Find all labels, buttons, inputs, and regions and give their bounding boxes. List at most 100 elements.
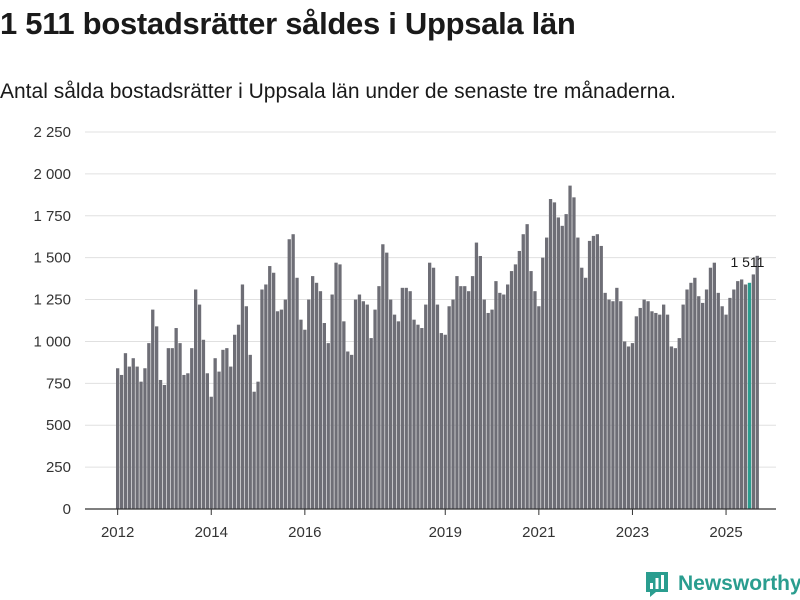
bar (537, 306, 541, 509)
bar (478, 255, 482, 509)
newsworthy-logo-text: Newsworthy (678, 572, 800, 595)
bar (182, 374, 186, 509)
bar (689, 282, 693, 509)
bar (623, 341, 627, 509)
bar (205, 373, 209, 509)
bar (404, 287, 408, 509)
bar (334, 262, 338, 509)
bar (147, 343, 151, 509)
bar (654, 312, 658, 509)
bar (322, 323, 326, 509)
bar (701, 302, 705, 509)
bar (619, 301, 623, 509)
bar (626, 346, 631, 509)
bar (541, 257, 545, 509)
bar (669, 346, 674, 509)
bar (630, 343, 635, 509)
x-tick-label: 2023 (616, 524, 649, 541)
chart-subtitle: Antal sålda bostadsrätter i Uppsala län … (0, 80, 676, 103)
bar (135, 366, 139, 509)
bar (580, 267, 584, 509)
bar (201, 339, 206, 509)
bar (638, 307, 642, 509)
bar (213, 358, 217, 509)
bar (307, 299, 311, 509)
bar (455, 276, 459, 509)
bar (295, 277, 299, 509)
bar (548, 199, 553, 509)
bar (287, 239, 291, 510)
bar (236, 324, 241, 509)
y-tick-label: 250 (46, 459, 71, 476)
bar (740, 279, 744, 509)
bar (607, 299, 611, 509)
highlight-value-label: 1 511 (730, 254, 764, 270)
bar (459, 286, 463, 509)
bar (318, 291, 323, 509)
bar (447, 306, 451, 509)
bar (685, 289, 689, 509)
bar (155, 326, 159, 509)
y-tick-label: 1 000 (33, 333, 71, 350)
bar (412, 319, 416, 509)
bar (330, 294, 334, 509)
bar (642, 299, 646, 509)
bar (178, 343, 182, 509)
bar (350, 354, 354, 509)
bar (576, 237, 580, 509)
bar (416, 324, 420, 509)
bar (572, 197, 576, 509)
bar (361, 301, 365, 509)
bar (634, 316, 638, 509)
y-tick-label: 2 250 (33, 124, 71, 141)
bar (525, 224, 529, 509)
bar (303, 329, 307, 509)
newsworthy-logo: Newsworthy (644, 568, 800, 600)
bar (389, 299, 393, 509)
bar (225, 348, 229, 509)
y-tick-label: 1 750 (33, 208, 71, 225)
bar (673, 348, 677, 509)
bar (428, 262, 432, 509)
bar (162, 385, 167, 509)
bar (396, 321, 401, 509)
bar (400, 287, 404, 509)
bar (338, 264, 342, 509)
labels: 0 250 500 750 1 000 1 250 1 500 1 750 2 000 2 250… (33, 124, 764, 541)
bar (708, 267, 713, 509)
bar (139, 381, 143, 509)
bar (584, 277, 588, 509)
bar (506, 284, 510, 509)
bar (123, 353, 128, 509)
bar (474, 242, 479, 509)
bar (451, 299, 455, 509)
bar (463, 286, 467, 509)
bar (568, 185, 572, 509)
bar (424, 304, 428, 509)
bar (595, 234, 599, 509)
bar (513, 264, 518, 509)
bar (560, 225, 564, 509)
bar (392, 314, 397, 509)
bar (697, 296, 701, 509)
bar (467, 291, 471, 509)
bar (116, 368, 120, 509)
bar (704, 289, 709, 509)
bar (197, 304, 202, 509)
axes (85, 508, 776, 515)
bar (533, 291, 537, 509)
bar (346, 351, 350, 509)
bar (283, 299, 287, 509)
bar (435, 304, 440, 509)
bar (502, 294, 506, 509)
bar (591, 235, 596, 509)
bar (268, 266, 272, 509)
bar (373, 309, 377, 509)
bar (564, 214, 568, 509)
y-tick-label: 0 (63, 501, 71, 518)
bar (143, 368, 147, 509)
bar (470, 276, 475, 509)
bar (509, 271, 514, 509)
bar (720, 306, 724, 509)
bar (736, 281, 740, 509)
